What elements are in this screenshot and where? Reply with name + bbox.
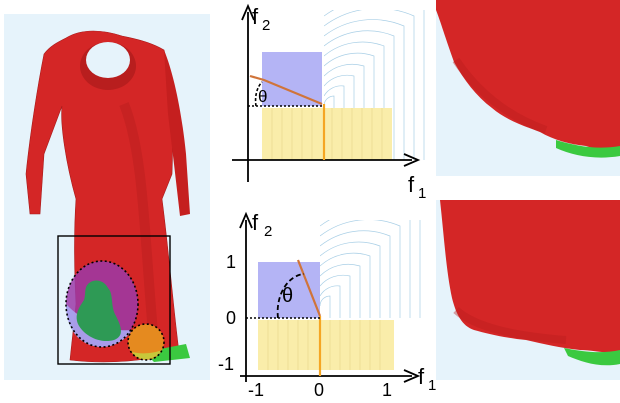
- bottom-x-tick-neg1: -1: [248, 380, 264, 398]
- top-contour-lines: [324, 10, 425, 160]
- bottom-yellow-region: [258, 320, 394, 370]
- bottom-plot-svg: θ 1 0 -1 -1 0 1 f 2 f 1: [218, 210, 436, 400]
- bottom-y-tick-0: 0: [226, 308, 236, 328]
- bottom-yellow-lines: [267, 320, 381, 370]
- zoom-top-svg: [436, 0, 620, 176]
- green-patch: [76, 280, 121, 342]
- bottom-x-tick-0: 0: [314, 380, 324, 398]
- top-x-axis-sub: 1: [418, 185, 426, 202]
- dress-shape: [25, 30, 180, 363]
- bottom-x-axis-label: f: [418, 364, 425, 389]
- top-y-axis-sub: 2: [262, 17, 270, 34]
- bottom-x-axis-sub: 1: [428, 377, 436, 394]
- bottom-x-arrow: [403, 369, 421, 383]
- top-y-arrow: [241, 3, 255, 21]
- inset-box: [57, 235, 171, 365]
- bottom-y-arrow: [239, 211, 253, 229]
- dress-right-sleeve: [164, 50, 190, 216]
- bottom-y-axis-label: f: [252, 210, 259, 235]
- bottom-plot: θ 1 0 -1 -1 0 1 f 2 f 1: [212, 200, 442, 400]
- top-x-arrow: [403, 153, 421, 167]
- zoom-bottom-dress: [440, 200, 620, 353]
- bottom-y-tick-1: 1: [226, 252, 236, 272]
- top-yellow-region: [262, 108, 392, 160]
- orange-region: [128, 324, 164, 360]
- bottom-brown-line: [296, 259, 322, 317]
- magenta-ellipse-outline: [65, 260, 139, 348]
- top-x-axis-label: f: [408, 172, 415, 197]
- dress-neck-opening: [86, 42, 130, 78]
- bottom-y-axis-sub: 2: [264, 223, 272, 240]
- bottom-angle-arc: [276, 273, 305, 319]
- zoom-top-green-hem: [556, 140, 620, 158]
- dress-panel: [4, 14, 210, 380]
- orange-region-lower: [132, 350, 162, 360]
- zoom-top-dress: [436, 0, 620, 150]
- bottom-x-tick-1: 1: [382, 380, 392, 398]
- top-lavender-region: [262, 52, 322, 106]
- zoom-top-shading: [452, 57, 548, 134]
- top-yellow-lines: [271, 108, 383, 160]
- bottom-y-tick-neg1: -1: [218, 354, 234, 374]
- dress-illustration: [4, 14, 210, 380]
- top-plot: θ f 2 f 1: [212, 0, 430, 205]
- dress-shading: [119, 102, 159, 345]
- zoom-bottom-shading: [453, 306, 567, 344]
- top-y-axis-label: f: [252, 4, 259, 29]
- zoom-bottom-svg: [436, 200, 620, 380]
- zoom-top-panel: [436, 0, 620, 176]
- orange-circle-outline: [127, 323, 165, 361]
- zoom-bottom-panel: [436, 200, 620, 380]
- top-angle-label: θ: [258, 87, 267, 106]
- top-plot-svg: θ f 2 f 1: [232, 3, 426, 202]
- top-brown-line: [249, 74, 323, 106]
- bottom-contour-lines: [320, 220, 421, 318]
- zoom-bottom-green-hem: [564, 348, 620, 366]
- top-angle-arc: [254, 81, 263, 107]
- bottom-angle-label: θ: [282, 285, 293, 307]
